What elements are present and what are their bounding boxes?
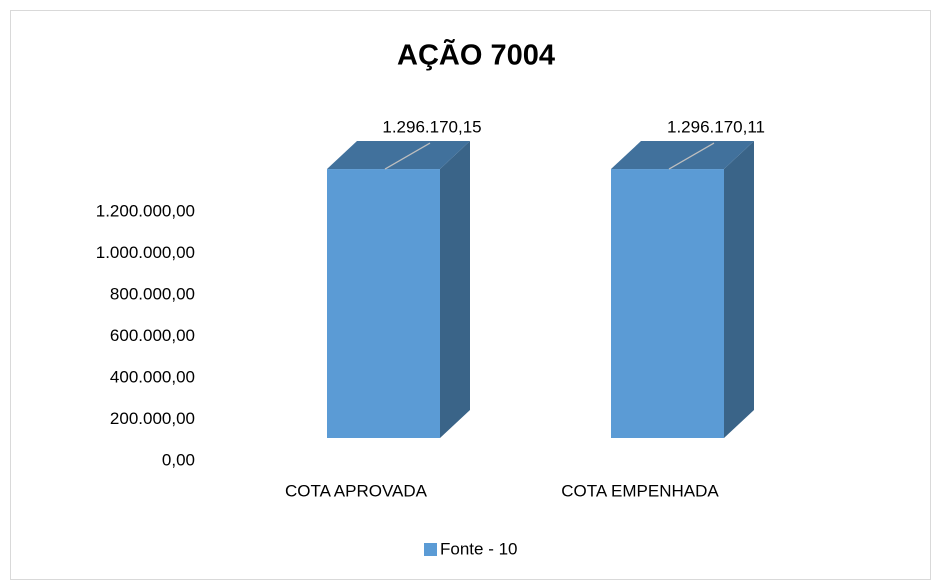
- data-label: 1.296.170,15: [382, 118, 481, 137]
- bar-front: [327, 169, 440, 439]
- chart-title: AÇÃO 7004: [397, 38, 555, 72]
- leader-line: [384, 142, 431, 170]
- y-tick-label: 600.000,00: [110, 326, 195, 345]
- y-tick-label: 800.000,00: [110, 284, 195, 303]
- bar-top: [611, 141, 754, 170]
- data-label: 1.296.170,11: [667, 118, 765, 137]
- y-tick-label: 1.200.000,00: [96, 201, 195, 220]
- bar-side: [440, 141, 470, 439]
- y-tick-label: 1.000.000,00: [96, 243, 195, 262]
- x-tick-label: COTA EMPENHADA: [561, 481, 719, 500]
- bar: [611, 141, 754, 438]
- chart-border: [10, 10, 931, 580]
- leader-line: [668, 142, 715, 170]
- y-tick-label: 400.000,00: [110, 367, 195, 386]
- y-tick-label: 0,00: [162, 450, 195, 469]
- x-tick-label: COTA APROVADA: [285, 481, 428, 500]
- legend-label: Fonte - 10: [440, 539, 518, 558]
- y-tick-label: 200.000,00: [110, 409, 195, 428]
- bar-side: [724, 141, 754, 438]
- bar: [327, 141, 470, 439]
- legend-swatch: [424, 543, 437, 556]
- bar-top: [327, 141, 470, 170]
- bar-front: [611, 169, 724, 438]
